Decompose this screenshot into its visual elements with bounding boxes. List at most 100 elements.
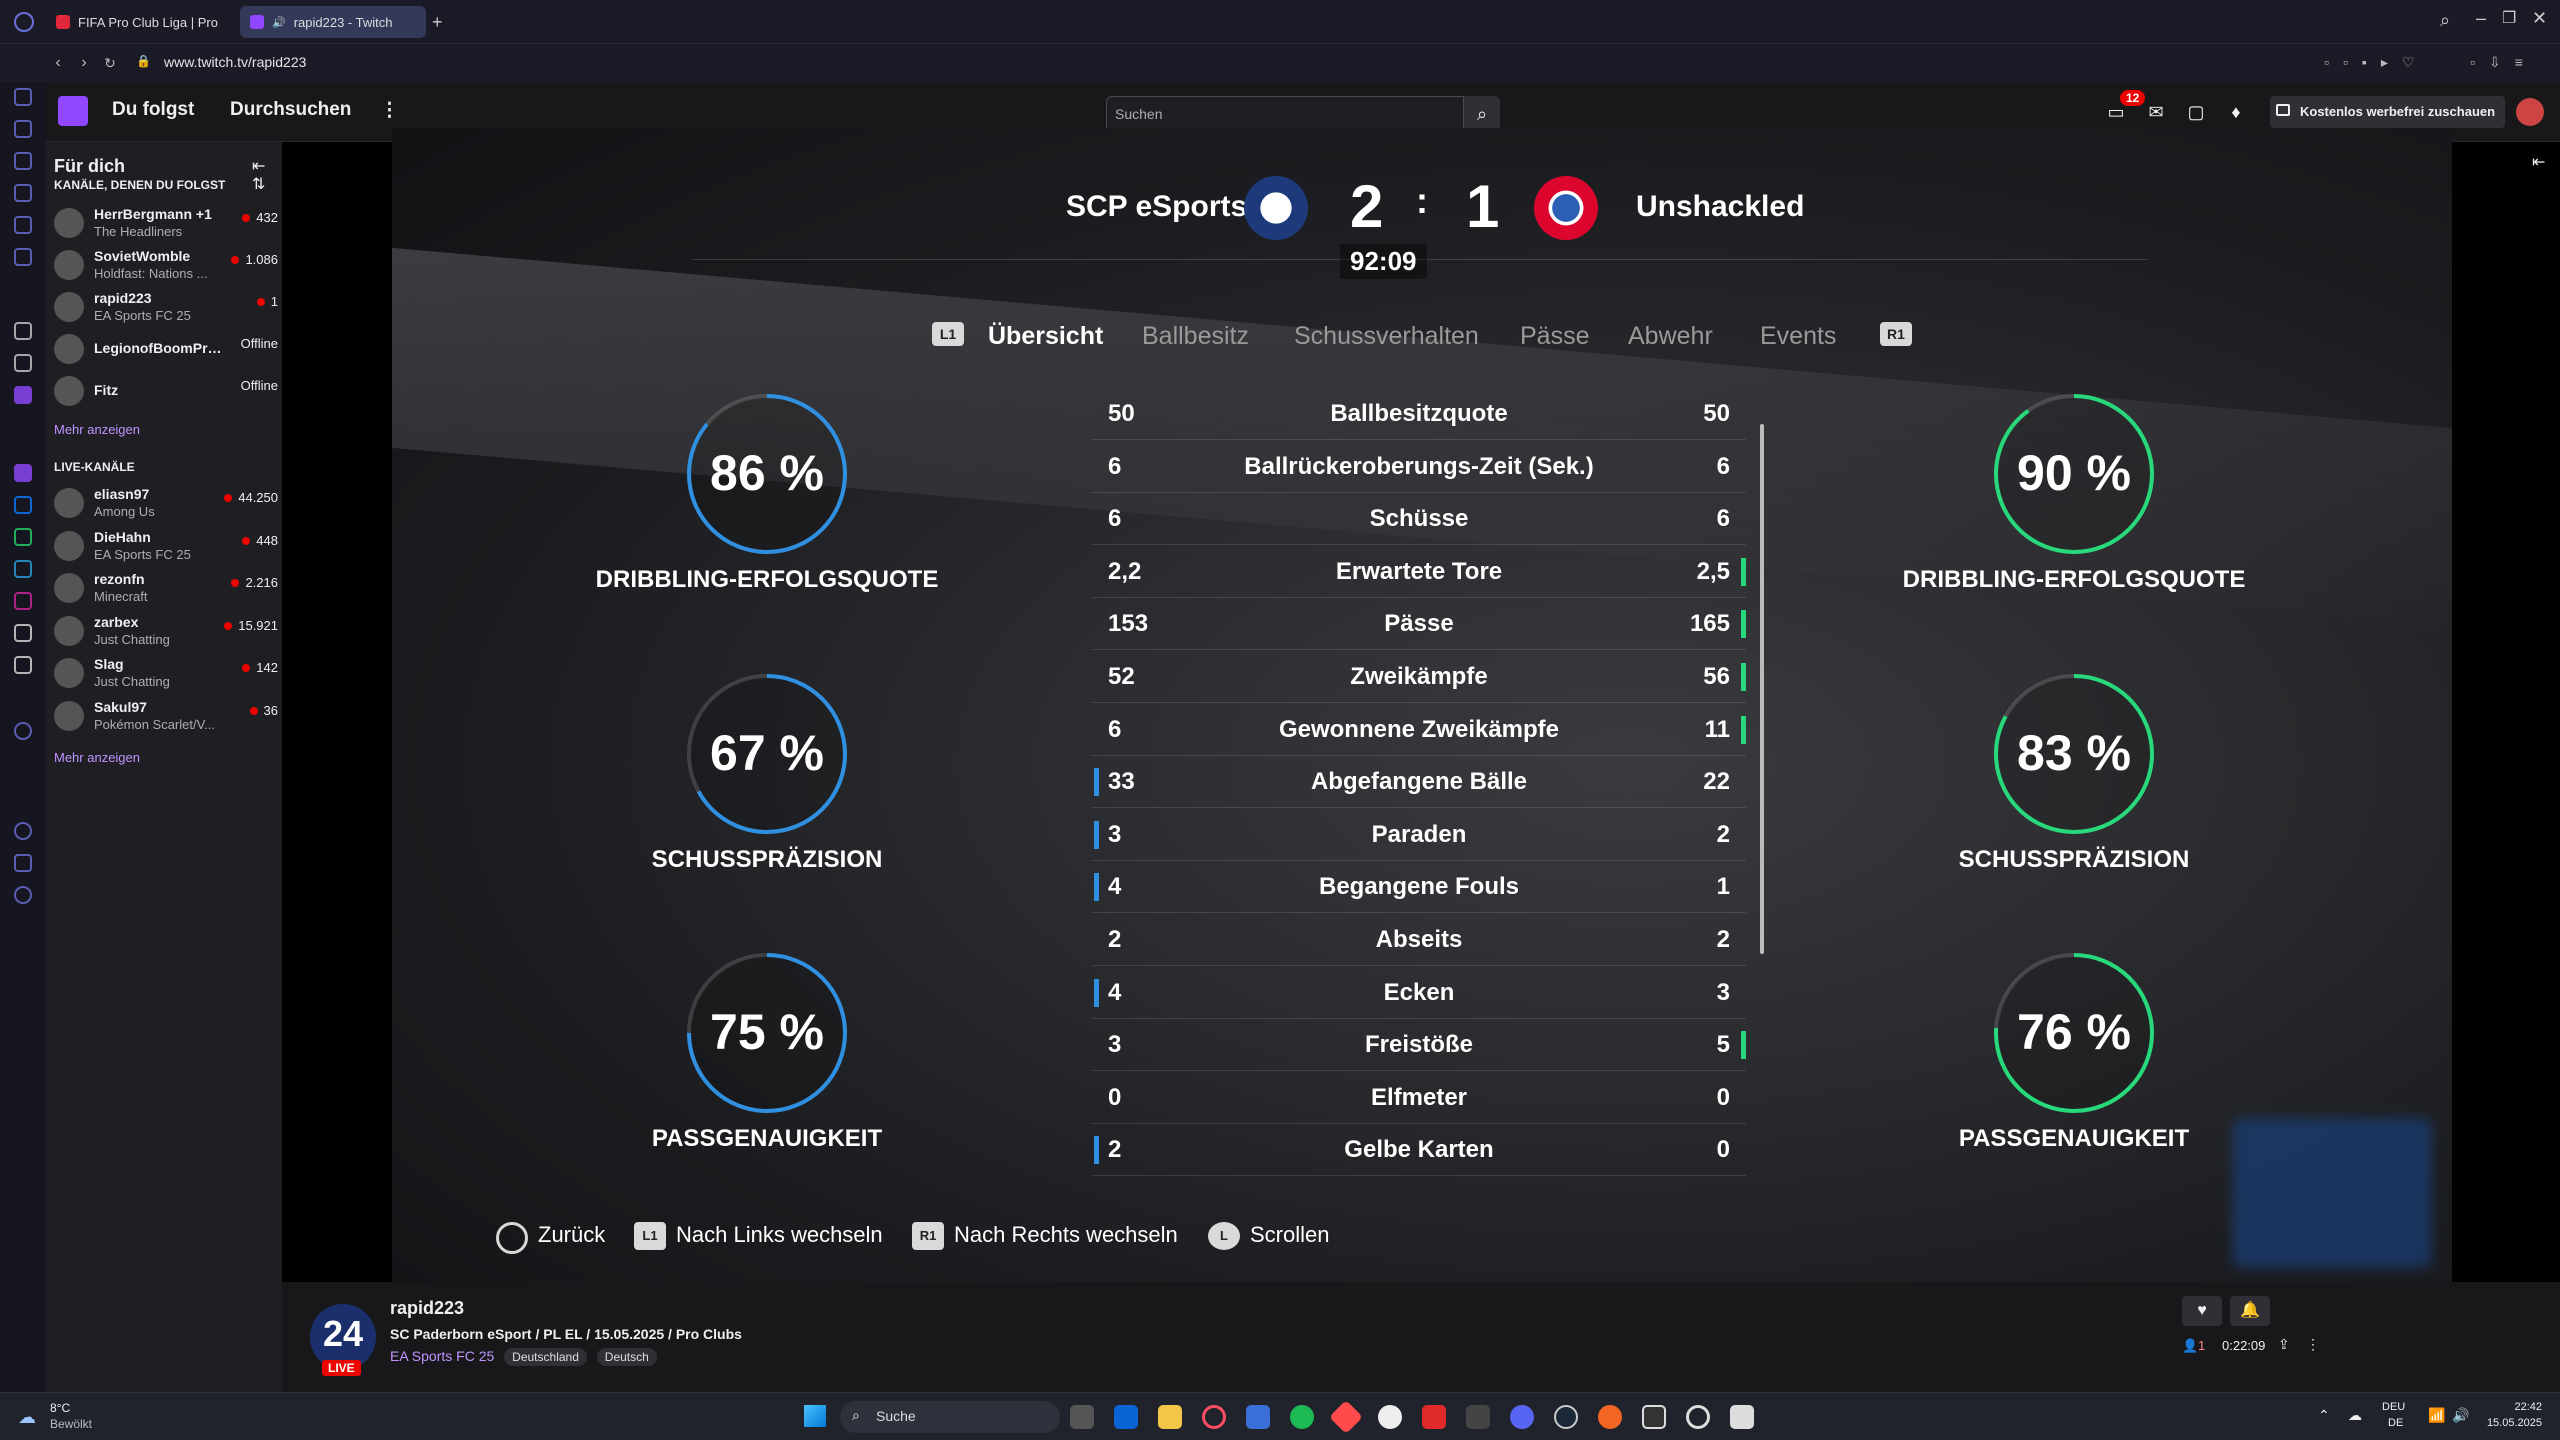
search-tabs-icon[interactable]: ⌕ xyxy=(2440,10,2451,30)
expand-chat-icon[interactable]: ⇤ xyxy=(2532,154,2546,171)
close-icon[interactable]: ✕ xyxy=(2532,8,2548,28)
steam-icon[interactable] xyxy=(1554,1405,1578,1429)
forward-icon[interactable]: › xyxy=(81,54,87,71)
adfree-button[interactable]: Kostenlos werbefrei zuschauen xyxy=(2270,96,2506,128)
inbox-icon[interactable]: ▭ xyxy=(2107,102,2125,122)
x-icon[interactable] xyxy=(14,656,32,674)
channel-item[interactable]: Slag Just Chatting 142 xyxy=(54,654,278,696)
prime-icon[interactable]: ♦ xyxy=(2231,102,2241,122)
browser-toolbar-icons[interactable]: ▫▫▪▸♡ xyxy=(2324,54,2429,70)
settings-icon[interactable] xyxy=(14,886,32,904)
tag-country[interactable]: Deutschland xyxy=(504,1348,587,1366)
stats-scrollbar[interactable] xyxy=(1760,424,1764,954)
outlook-icon[interactable] xyxy=(1114,1405,1138,1429)
hint-back[interactable]: Zurück xyxy=(538,1222,606,1247)
onedrive-icon[interactable]: ☁ xyxy=(2348,1407,2362,1423)
video-frame[interactable] xyxy=(392,128,2452,1282)
channel-item[interactable]: DieHahn EA Sports FC 25 448 xyxy=(54,527,278,569)
game-link[interactable]: EA Sports FC 25 xyxy=(390,1348,495,1364)
stats-tab[interactable]: Ballbesitz xyxy=(1142,322,1249,350)
show-more-followed[interactable]: Mehr anzeigen xyxy=(54,422,140,437)
back-icon[interactable]: ‹ xyxy=(55,54,61,71)
mail-icon[interactable]: ✉ xyxy=(2148,102,2164,122)
tiktok-icon[interactable] xyxy=(14,624,32,642)
hint-left[interactable]: Nach Links wechseln xyxy=(676,1222,883,1247)
search-icon[interactable]: ⌕ xyxy=(1464,96,1500,132)
channel-item[interactable]: rapid223 EA Sports FC 25 1 xyxy=(54,288,278,330)
clock-date[interactable]: 15.05.2025 xyxy=(2486,1417,2542,1429)
app-ring-icon[interactable] xyxy=(1686,1405,1710,1429)
minimize-icon[interactable]: – xyxy=(2476,8,2487,28)
lang-2[interactable]: DE xyxy=(2388,1417,2404,1429)
channel-item[interactable]: SovietWomble Holdfast: Nations ... 1.086 xyxy=(54,246,278,288)
taskbar-search[interactable] xyxy=(840,1401,1060,1433)
sort-icon[interactable]: ⇅ xyxy=(252,176,266,193)
channel-item[interactable]: LegionofBoomPro... Offline xyxy=(54,330,278,372)
stats-tab[interactable]: Pässe xyxy=(1520,322,1590,350)
nav-following[interactable]: Du folgst xyxy=(112,99,195,120)
more-options-icon[interactable]: ⋮ xyxy=(2306,1336,2320,1352)
share-icon[interactable]: ⇪ xyxy=(2278,1336,2290,1352)
rail-app-icon[interactable] xyxy=(14,88,32,106)
whispers-icon[interactable]: ▢ xyxy=(2187,102,2205,122)
follow-heart-icon[interactable]: ♥ xyxy=(2182,1296,2222,1326)
browser-extensions-icons[interactable]: ▫⇩≡ xyxy=(2470,54,2537,70)
browser-logo-icon[interactable] xyxy=(14,12,34,32)
rail-app-icon[interactable] xyxy=(14,248,32,266)
history-icon[interactable] xyxy=(14,822,32,840)
wifi-icon[interactable]: 📶 xyxy=(2428,1407,2446,1423)
app-white-icon[interactable] xyxy=(1730,1405,1754,1429)
url-field[interactable]: www.twitch.tv/rapid223 xyxy=(164,54,307,70)
rail-app-icon[interactable] xyxy=(14,184,32,202)
new-tab-icon[interactable]: + xyxy=(432,12,443,32)
clock-time[interactable]: 22:42 xyxy=(2514,1401,2542,1413)
discord-icon[interactable] xyxy=(1510,1405,1534,1429)
rail-twitch-icon[interactable] xyxy=(14,386,32,404)
player-icon[interactable] xyxy=(14,722,32,740)
maximize-icon[interactable]: ❐ xyxy=(2502,10,2517,27)
channel-item[interactable]: Sakul97 Pokémon Scarlet/V... 36 xyxy=(54,697,278,739)
app-nb-icon[interactable] xyxy=(1642,1405,1666,1429)
opera-icon[interactable] xyxy=(1202,1405,1226,1429)
show-more-live[interactable]: Mehr anzeigen xyxy=(54,750,140,765)
ea-icon[interactable] xyxy=(1422,1405,1446,1429)
reload-icon[interactable]: ↻ xyxy=(104,55,116,71)
channel-item[interactable]: HerrBergmann +1 The Headliners 432 xyxy=(54,204,278,246)
channel-name[interactable]: rapid223 xyxy=(390,1298,465,1318)
rail-app-icon[interactable] xyxy=(14,152,32,170)
user-avatar[interactable] xyxy=(2516,98,2544,126)
channel-item[interactable]: zarbex Just Chatting 15.921 xyxy=(54,612,278,654)
app-red-icon[interactable] xyxy=(1329,1400,1363,1434)
rail-app-icon[interactable] xyxy=(14,120,32,138)
rail-app-icon[interactable] xyxy=(14,354,32,372)
stats-tab[interactable]: Events xyxy=(1760,322,1837,350)
store-icon[interactable] xyxy=(1246,1405,1270,1429)
tray-chevron-icon[interactable]: ⌃ xyxy=(2318,1407,2330,1423)
channel-avatar[interactable]: 24 xyxy=(310,1304,376,1370)
explorer-icon[interactable] xyxy=(1158,1405,1182,1429)
rail-app-icon[interactable] xyxy=(14,216,32,234)
collapse-sidebar-icon[interactable]: ⇤ xyxy=(252,158,266,175)
lang-1[interactable]: DEU xyxy=(2382,1401,2406,1413)
rail-app-icon[interactable] xyxy=(14,322,32,340)
stats-tab[interactable]: Abwehr xyxy=(1628,322,1713,350)
tag-language[interactable]: Deutsch xyxy=(596,1348,657,1366)
extensions-icon[interactable] xyxy=(14,854,32,872)
instagram-icon[interactable] xyxy=(14,592,32,610)
channel-item[interactable]: Fitz Offline xyxy=(54,372,278,414)
browser-tab-twitch[interactable]: 🔊 rapid223 - Twitch xyxy=(240,6,426,38)
start-icon[interactable] xyxy=(804,1405,826,1427)
messenger-icon[interactable] xyxy=(14,496,32,514)
weather-icon[interactable]: ☁ xyxy=(18,1407,36,1427)
channel-item[interactable]: eliasn97 Among Us 44.250 xyxy=(54,484,278,526)
more-menu-icon[interactable]: ⋮ xyxy=(380,100,399,121)
hint-right[interactable]: Nach Rechts wechseln xyxy=(954,1222,1178,1247)
browser-tab-fifa[interactable]: FIFA Pro Club Liga | Pro Cl... xyxy=(46,6,236,38)
whatsapp-icon[interactable] xyxy=(14,528,32,546)
hint-scroll[interactable]: Scrollen xyxy=(1250,1222,1330,1247)
channel-item[interactable]: rezonfn Minecraft 2.216 xyxy=(54,569,278,611)
stats-tab[interactable]: Schussverhalten xyxy=(1294,322,1479,350)
nav-browse[interactable]: Durchsuchen xyxy=(230,99,352,120)
twitch-logo-icon[interactable] xyxy=(58,96,88,126)
rail-twitch-icon[interactable] xyxy=(14,464,32,482)
